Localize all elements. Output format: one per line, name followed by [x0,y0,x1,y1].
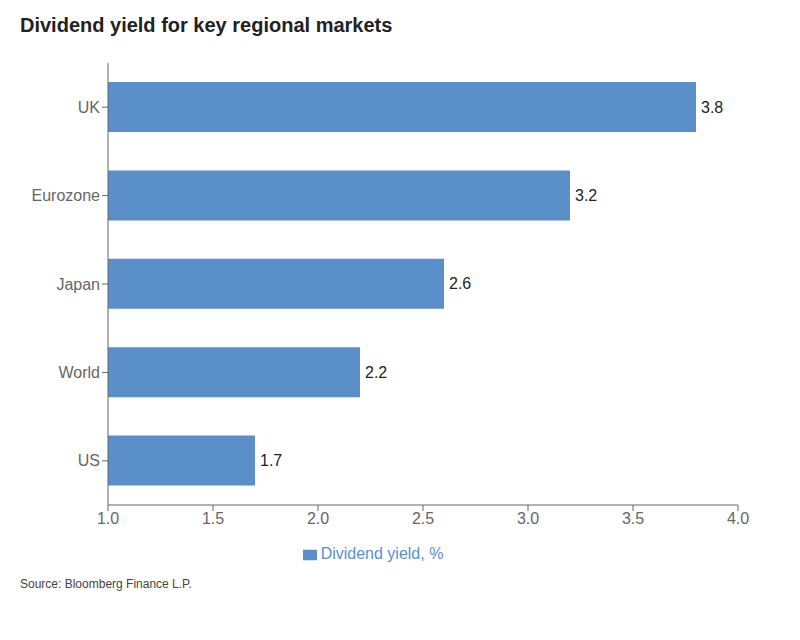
svg-text:2.6: 2.6 [449,275,471,292]
svg-text:3.2: 3.2 [575,187,597,204]
svg-text:UK: UK [78,99,101,116]
svg-text:2.5: 2.5 [412,510,434,527]
svg-text:US: US [78,452,100,469]
html-text:Source: Bloomberg Finance L.P.: Source: Bloomberg Finance L.P. [20,577,192,591]
svg-text:4.0: 4.0 [727,510,749,527]
svg-text:2.0: 2.0 [307,510,329,527]
svg-text:1.5: 1.5 [202,510,224,527]
svg-text:3.5: 3.5 [622,510,644,527]
svg-text:World: World [59,364,101,381]
html-text:Dividend yield, %: Dividend yield, % [320,545,444,562]
svg-text:Eurozone: Eurozone [32,187,101,204]
svg-text:1.7: 1.7 [260,452,282,469]
svg-text:Japan: Japan [56,276,100,293]
svg-text:3.0: 3.0 [517,510,539,527]
html-text:Dividend yield for key regiona: Dividend yield for key regional markets [20,14,393,36]
svg-text:2.2: 2.2 [365,364,387,381]
svg-text:3.8: 3.8 [701,99,723,116]
svg-text:1.0: 1.0 [97,510,119,527]
